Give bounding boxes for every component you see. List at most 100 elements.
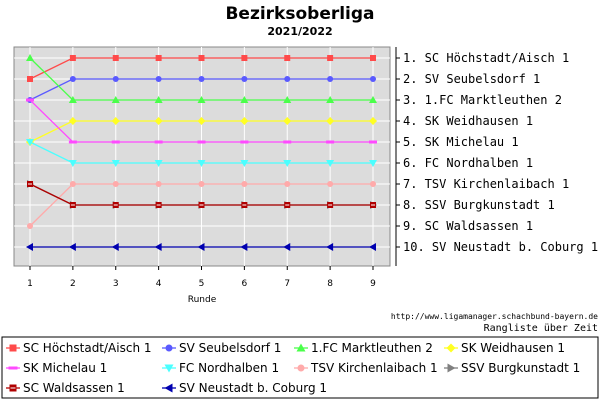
- data-point: [197, 96, 206, 103]
- data-point: [326, 96, 335, 103]
- legend-label: TSV Kirchenlaibach 1: [310, 361, 438, 375]
- x-tick-label: 8: [327, 279, 333, 289]
- series-9: [27, 181, 376, 208]
- data-point: [112, 76, 119, 82]
- legend-item: FC Nordhalben 1: [162, 361, 279, 375]
- data-point: [326, 243, 334, 251]
- data-point: [198, 76, 205, 82]
- data-point: [198, 181, 205, 187]
- chart-subtitle: 2021/2022: [267, 25, 332, 38]
- legend-item: SC Höchstadt/Aisch 1: [6, 341, 152, 355]
- rank-label: 4. SK Weidhausen 1: [403, 114, 533, 128]
- legend-label: SC Höchstadt/Aisch 1: [23, 341, 152, 355]
- legend-item: SK Weidhausen 1: [444, 341, 565, 355]
- legend-label: SV Neustadt b. Coburg 1: [179, 381, 327, 395]
- rank-label: 7. TSV Kirchenlaibach 1: [403, 177, 569, 191]
- data-point: [197, 160, 206, 167]
- data-point: [68, 117, 77, 125]
- data-point: [241, 55, 248, 61]
- legend-item: SC Waldsassen 1: [6, 381, 125, 395]
- series-5: [26, 98, 377, 144]
- data-point: [111, 160, 120, 167]
- data-point: [154, 96, 163, 103]
- data-point: [283, 96, 292, 103]
- data-point: [240, 96, 249, 103]
- rank-label: 5. SK Michelau 1: [403, 135, 519, 149]
- legend-swatch: [447, 363, 456, 373]
- data-point: [68, 243, 76, 251]
- legend-label: FC Nordhalben 1: [179, 361, 279, 375]
- data-point: [369, 160, 377, 167]
- data-point: [69, 55, 76, 61]
- data-point: [241, 181, 248, 187]
- data-point: [68, 140, 77, 144]
- series-10: [26, 243, 376, 251]
- legend-item: 1.FC Marktleuthen 2: [294, 341, 433, 355]
- legend-swatch: [165, 344, 173, 352]
- series-7: [27, 181, 376, 229]
- data-point: [327, 76, 334, 82]
- x-tick-label: 2: [70, 279, 76, 289]
- data-point: [155, 76, 162, 82]
- data-point: [240, 243, 248, 251]
- data-point: [26, 98, 34, 102]
- legend-label: SSV Burgkunstadt 1: [461, 361, 580, 375]
- data-point: [155, 55, 162, 61]
- data-point: [241, 76, 248, 82]
- footer-url[interactable]: http://www.ligamanager.schachbund-bayern…: [391, 312, 598, 321]
- rank-label: 10. SV Neustadt b. Coburg 1: [403, 240, 598, 254]
- data-point: [326, 117, 335, 125]
- legend-label: SC Waldsassen 1: [23, 381, 125, 395]
- data-point: [283, 160, 292, 167]
- legend-swatch: [8, 366, 18, 370]
- data-point: [326, 140, 335, 144]
- rank-label: 3. 1.FC Marktleuthen 2: [403, 93, 562, 107]
- legend-item: SK Michelau 1: [6, 361, 107, 375]
- data-point: [111, 243, 119, 251]
- legend-swatch: [297, 364, 305, 372]
- data-point: [327, 181, 334, 187]
- data-point: [112, 55, 119, 61]
- legend-item: SSV Burgkunstadt 1: [444, 361, 580, 375]
- data-point: [197, 243, 205, 251]
- data-point: [155, 181, 162, 187]
- legend-label: 1.FC Marktleuthen 2: [311, 341, 433, 355]
- data-point: [27, 76, 33, 82]
- data-point: [69, 181, 76, 187]
- x-tick-label: 9: [370, 279, 376, 289]
- data-point: [68, 160, 77, 167]
- legend-swatch: [164, 383, 173, 393]
- footer-caption: Rangliste über Zeit: [484, 323, 598, 334]
- x-tick-label: 3: [113, 279, 119, 289]
- x-tick-label: 1: [27, 279, 33, 289]
- legend-swatch: [296, 343, 306, 352]
- data-point: [26, 139, 34, 146]
- data-point: [26, 243, 33, 251]
- data-point: [283, 140, 292, 144]
- data-point: [284, 181, 291, 187]
- data-point: [154, 140, 163, 144]
- x-tick-label: 5: [199, 279, 205, 289]
- legend-item: SV Seubelsdorf 1: [162, 341, 281, 355]
- data-point: [327, 55, 334, 61]
- series-6: [26, 139, 377, 167]
- data-point: [369, 243, 376, 251]
- legend-label: SK Michelau 1: [23, 361, 107, 375]
- legend-label: SK Weidhausen 1: [461, 341, 565, 355]
- data-point: [197, 140, 206, 144]
- data-point: [111, 96, 120, 103]
- data-point: [27, 223, 33, 229]
- data-point: [197, 117, 206, 125]
- data-point: [369, 117, 377, 125]
- data-point: [283, 243, 291, 251]
- data-point: [198, 55, 205, 61]
- data-point: [112, 181, 119, 187]
- data-point: [69, 76, 76, 82]
- rank-label: 2. SV Seubelsdorf 1: [403, 72, 540, 86]
- legend-item: TSV Kirchenlaibach 1: [294, 361, 438, 375]
- data-point: [370, 76, 376, 82]
- data-point: [240, 160, 249, 167]
- legend-swatch: [9, 344, 17, 352]
- data-point: [154, 243, 162, 251]
